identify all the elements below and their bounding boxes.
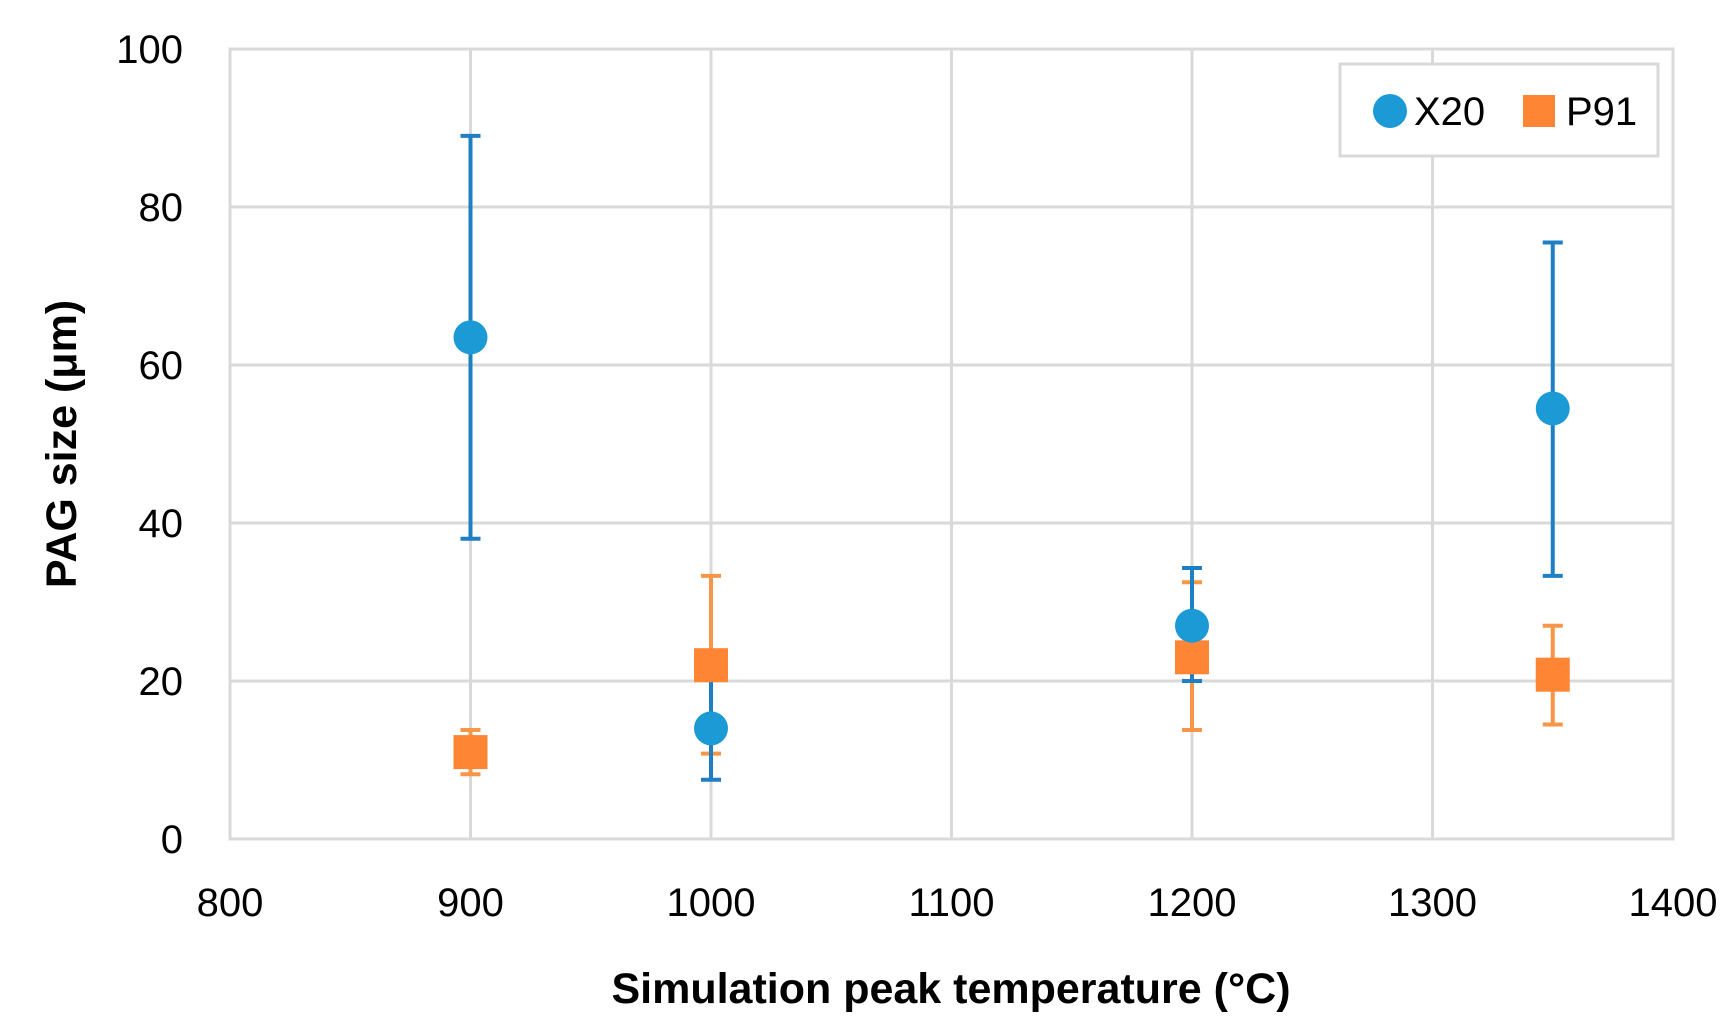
data-point-x20 [453,320,488,355]
legend: X20 P91 [1338,62,1660,158]
data-point-x20 [1175,608,1209,643]
grid [228,47,1675,841]
legend-marker-x20 [1373,94,1407,128]
data-point-p91 [1175,640,1209,675]
data-point-x20 [1535,391,1570,426]
y-axis-title: PAG size (μm) [38,300,86,588]
x-tick-label: 1000 [667,881,756,925]
legend-label-p91: P91 [1566,90,1637,134]
data-markers [453,320,1570,770]
legend-label-x20: X20 [1414,90,1485,134]
y-tick-label: 40 [139,502,184,546]
x-tick-label: 1400 [1629,881,1718,925]
y-tick-label: 60 [139,344,184,388]
x-tick-label: 800 [197,881,264,925]
y-tick-label: 0 [161,818,183,862]
y-axis-tick-labels: 0 20 40 60 80 100 [116,28,183,862]
x-tick-label: 900 [437,881,504,925]
data-point-x20 [694,711,728,746]
x-axis-title: Simulation peak temperature (°C) [611,965,1290,1013]
x-tick-label: 1100 [908,881,994,925]
legend-marker-p91 [1523,95,1555,127]
data-point-p91 [1535,657,1570,692]
x-tick-label: 1300 [1388,881,1477,925]
y-tick-label: 20 [139,660,184,704]
x-tick-label: 1200 [1148,881,1237,925]
error-bars [460,133,1563,782]
plot-area-border [228,47,1675,841]
data-point-p91 [694,648,728,683]
data-point-p91 [453,735,488,770]
y-tick-label: 80 [139,186,184,230]
y-tick-label: 100 [116,28,183,72]
x-axis-tick-labels: 800 900 1000 1100 1200 1300 1400 [197,881,1718,925]
